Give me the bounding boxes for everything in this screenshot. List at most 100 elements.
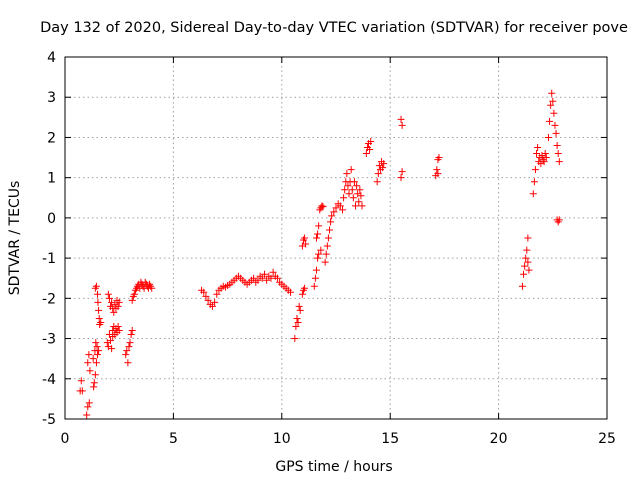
- data-point: [352, 202, 360, 210]
- data-point: [311, 274, 319, 282]
- data-point: [366, 146, 374, 154]
- chart-title: Day 132 of 2020, Sidereal Day-to-day VTE…: [40, 20, 628, 36]
- y-tick-label: -1: [42, 251, 56, 267]
- data-point: [95, 306, 103, 314]
- data-point: [524, 258, 532, 266]
- data-point: [301, 284, 309, 292]
- data-point: [327, 218, 335, 226]
- data-point: [373, 178, 381, 186]
- data-point: [548, 89, 556, 97]
- data-point: [95, 314, 103, 322]
- data-point: [531, 166, 539, 174]
- data-point: [347, 166, 355, 174]
- data-point: [541, 150, 549, 158]
- data-point: [312, 266, 320, 274]
- data-point: [332, 204, 340, 212]
- data-point: [353, 182, 361, 190]
- data-point: [78, 387, 86, 395]
- data-point: [128, 296, 136, 304]
- data-point: [93, 343, 101, 351]
- data-point: [358, 202, 366, 210]
- data-point: [294, 318, 302, 326]
- data-point: [250, 274, 258, 282]
- data-point: [341, 186, 349, 194]
- data-point: [211, 298, 219, 306]
- data-point: [286, 288, 294, 296]
- data-point: [314, 230, 322, 238]
- data-point: [258, 274, 266, 282]
- data-point: [534, 144, 542, 151]
- y-tick-label: 3: [47, 90, 56, 106]
- data-point: [89, 355, 97, 363]
- x-axis-ticks: 0 5 10 15 20 25: [61, 57, 616, 447]
- data-point: [328, 212, 336, 220]
- y-tick-label: 2: [47, 130, 56, 146]
- data-point: [315, 250, 323, 258]
- data-point: [319, 203, 327, 211]
- data-point: [104, 290, 112, 298]
- data-point: [547, 101, 555, 109]
- data-point: [128, 327, 136, 335]
- data-point: [213, 290, 221, 298]
- data-point: [345, 190, 353, 198]
- data-point: [398, 168, 406, 176]
- data-point: [350, 178, 358, 186]
- data-point: [273, 274, 281, 282]
- data-point: [148, 284, 156, 292]
- data-point: [433, 166, 441, 174]
- data-point: [85, 351, 93, 359]
- data-point: [269, 268, 277, 276]
- x-tick-label: 25: [598, 431, 616, 447]
- y-tick-label: -4: [42, 372, 56, 388]
- data-point: [322, 250, 330, 258]
- data-point: [202, 292, 210, 300]
- data-point: [292, 322, 300, 330]
- data-point: [552, 129, 560, 137]
- data-point: [357, 192, 365, 200]
- data-point: [546, 117, 554, 125]
- data-point: [525, 266, 533, 274]
- data-point: [77, 377, 85, 385]
- data-point: [91, 371, 99, 379]
- data-point: [521, 262, 529, 270]
- data-point: [551, 121, 559, 129]
- y-tick-label: -5: [42, 412, 56, 428]
- y-tick-label: 1: [47, 171, 56, 187]
- data-point: [321, 258, 329, 266]
- data-point: [115, 298, 123, 306]
- data-point: [85, 399, 93, 407]
- data-point: [524, 234, 532, 242]
- data-point: [295, 302, 303, 310]
- x-tick-label: 20: [490, 431, 508, 447]
- data-point: [542, 154, 550, 162]
- data-point: [397, 115, 405, 123]
- x-tick-label: 0: [61, 431, 70, 447]
- data-point: [553, 141, 561, 149]
- data-point: [110, 308, 118, 316]
- data-point: [324, 234, 332, 242]
- y-tick-label: -2: [42, 291, 56, 307]
- y-axis-label: SDTVAR / TECUs: [7, 181, 23, 296]
- data-point: [330, 208, 338, 216]
- data-point: [310, 282, 318, 290]
- data-point: [522, 254, 530, 262]
- data-point: [554, 150, 562, 158]
- data-point: [107, 337, 115, 345]
- data-point: [260, 270, 268, 278]
- data-point: [204, 296, 212, 304]
- data-point: [355, 198, 363, 206]
- data-point: [312, 234, 320, 242]
- y-tick-label: 4: [47, 50, 56, 66]
- data-point: [84, 359, 92, 367]
- data-point: [530, 178, 538, 186]
- data-point: [344, 182, 352, 190]
- x-tick-label: 5: [169, 431, 178, 447]
- data-point: [293, 314, 301, 322]
- data-point: [523, 246, 531, 254]
- data-point: [343, 170, 351, 178]
- data-point: [115, 327, 123, 335]
- data-point: [555, 216, 563, 224]
- data-point: [550, 109, 558, 117]
- data-point: [533, 150, 541, 158]
- data-point: [518, 282, 526, 290]
